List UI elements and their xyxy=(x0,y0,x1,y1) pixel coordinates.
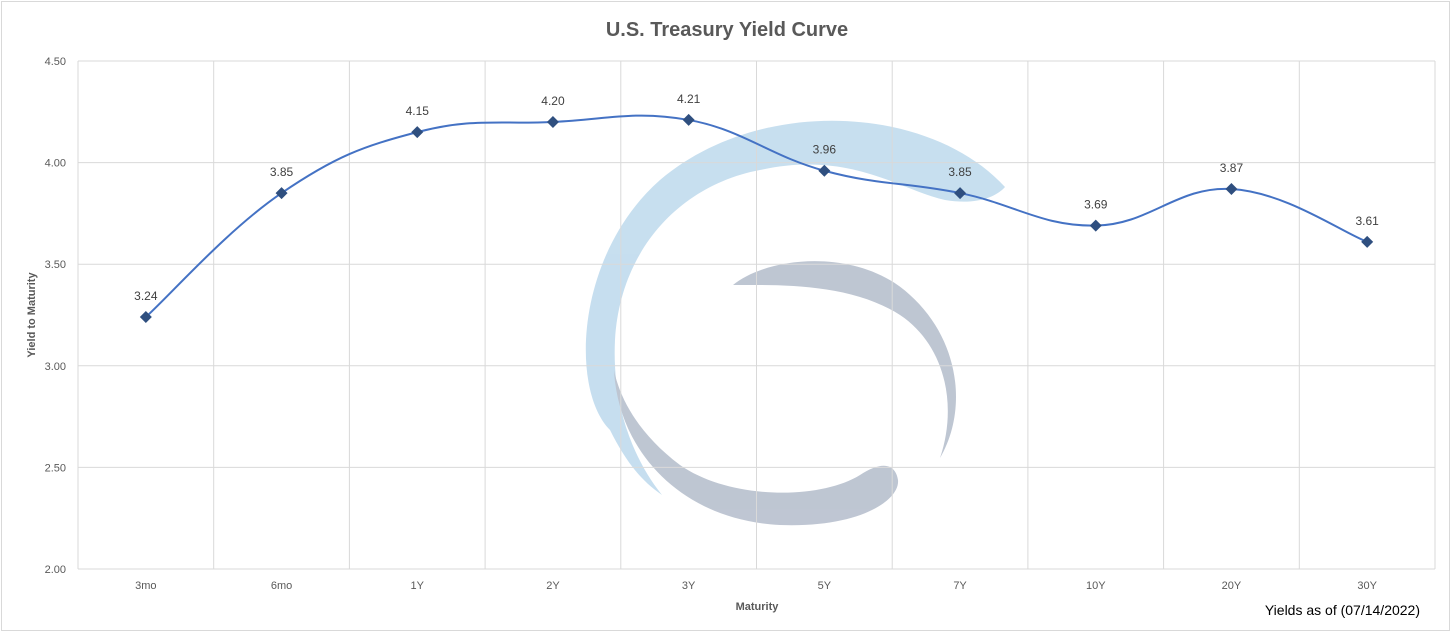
x-tick-label: 20Y xyxy=(1222,580,1242,592)
y-tick-label: 3.00 xyxy=(45,361,66,373)
yield-data-labels: 3.24 3.85 4.15 4.20 4.21 3.96 3.85 3.69 3.87 3.61 xyxy=(134,92,1379,303)
data-point-marker xyxy=(275,187,288,200)
yield-series-line xyxy=(145,114,1368,318)
data-point-marker xyxy=(411,126,424,139)
chart-title: U.S. Treasury Yield Curve xyxy=(606,19,848,41)
yield-markers xyxy=(139,113,1374,324)
x-tick-label: 7Y xyxy=(953,580,967,592)
data-point-marker xyxy=(546,115,559,128)
data-point-marker xyxy=(1225,183,1238,196)
data-point-marker xyxy=(682,113,695,126)
data-label: 3.85 xyxy=(948,165,972,179)
data-point-marker xyxy=(954,187,967,200)
data-point-marker xyxy=(1089,219,1102,232)
watermark-light-swoosh xyxy=(585,120,1005,496)
data-point-marker xyxy=(139,311,152,324)
y-axis-ticks: 2.00 2.50 3.00 3.50 4.00 4.50 xyxy=(45,56,66,576)
x-tick-label: 5Y xyxy=(818,580,832,592)
yields-date-footnote: Yields as of (07/14/2022) xyxy=(1265,602,1420,618)
y-tick-label: 2.50 xyxy=(45,462,66,474)
y-tick-label: 2.00 xyxy=(45,564,66,576)
data-label: 3.61 xyxy=(1355,214,1379,228)
x-axis-ticks: 3mo 6mo 1Y 2Y 3Y 5Y 7Y 10Y 20Y 30Y xyxy=(135,580,1377,592)
x-tick-label: 3Y xyxy=(682,580,696,592)
data-label: 3.69 xyxy=(1084,198,1108,212)
data-label: 3.85 xyxy=(270,165,294,179)
data-label: 3.96 xyxy=(813,143,837,157)
data-label: 4.21 xyxy=(677,92,701,106)
x-axis-title: Maturity xyxy=(736,601,780,613)
y-tick-label: 4.50 xyxy=(45,56,66,68)
x-tick-label: 2Y xyxy=(546,580,560,592)
data-label: 4.15 xyxy=(406,104,430,118)
data-point-marker xyxy=(1361,235,1374,248)
x-tick-label: 10Y xyxy=(1086,580,1106,592)
x-tick-label: 3mo xyxy=(135,580,156,592)
y-tick-label: 3.50 xyxy=(45,259,66,271)
gridlines xyxy=(77,60,1436,570)
x-tick-label: 6mo xyxy=(271,580,292,592)
x-tick-label: 1Y xyxy=(411,580,425,592)
y-axis-title: Yield to Maturity xyxy=(26,272,38,358)
data-point-marker xyxy=(818,164,831,177)
data-label: 3.87 xyxy=(1220,161,1244,175)
data-label: 3.24 xyxy=(134,289,158,303)
x-tick-label: 30Y xyxy=(1357,580,1377,592)
data-label: 4.20 xyxy=(541,94,565,108)
y-tick-label: 4.00 xyxy=(45,158,66,170)
watermark-logo xyxy=(585,120,1005,526)
watermark-dark-swoosh-lower xyxy=(614,370,899,526)
watermark-dark-swoosh xyxy=(733,261,956,458)
